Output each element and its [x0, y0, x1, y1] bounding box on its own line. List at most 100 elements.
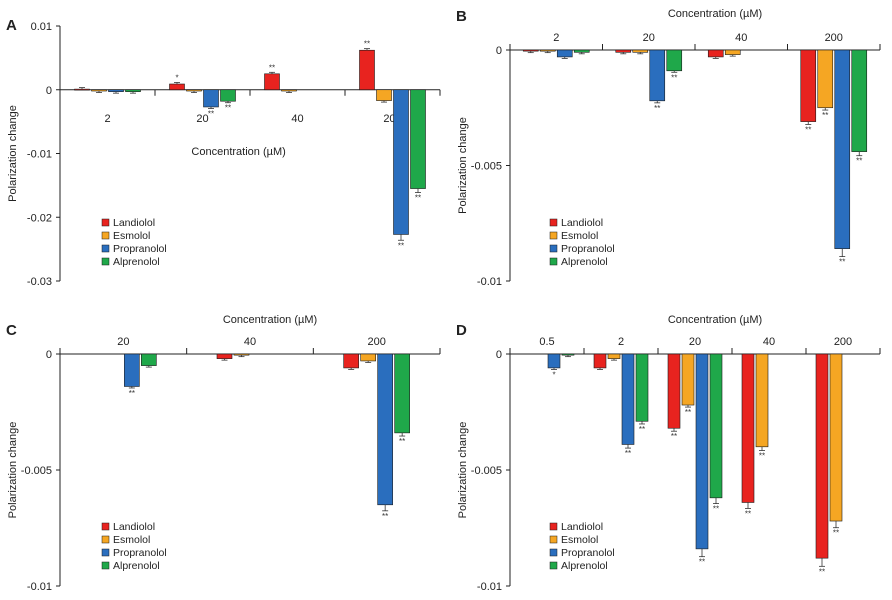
legend-label: Landiolol	[113, 521, 155, 533]
legend-swatch	[101, 535, 110, 544]
category-label: 40	[735, 32, 747, 44]
category-label: 20	[643, 32, 655, 44]
category-label: 40	[763, 336, 775, 348]
bar	[667, 353, 681, 429]
y-axis-label: Polarization change	[7, 105, 19, 202]
bar	[281, 89, 297, 92]
legend-label: Alprenolol	[561, 256, 608, 268]
legend-swatch	[101, 522, 110, 531]
bar	[649, 49, 666, 102]
legend-swatch	[101, 218, 110, 227]
panel-letter: B	[456, 8, 467, 25]
significance-label: **	[805, 125, 811, 134]
bar	[635, 353, 649, 422]
significance-label: **	[129, 389, 135, 398]
category-label: 0.5	[539, 336, 554, 348]
legend-label: Landiolol	[561, 521, 603, 533]
bar	[800, 49, 817, 122]
bar	[709, 353, 723, 499]
bar	[410, 89, 426, 189]
bar	[377, 353, 393, 506]
legend-label: Alprenolol	[561, 560, 608, 572]
significance-label: **	[671, 73, 677, 82]
significance-label: **	[225, 104, 231, 113]
legend-label: Alprenolol	[113, 256, 160, 268]
significance-label: **	[625, 449, 631, 458]
bar	[376, 89, 392, 101]
bar	[522, 49, 539, 52]
legend-label: Landiolol	[113, 217, 155, 229]
category-label: 2	[104, 113, 110, 125]
significance-label: **	[819, 567, 825, 576]
significance-label: **	[822, 111, 828, 120]
panel-letter: C	[6, 322, 17, 339]
bar	[169, 83, 185, 91]
chart-panel-a: A 0.01 0 -0.01 -0.02 -0.03 Polarization change…	[6, 17, 441, 288]
y-tick-label: -0.02	[27, 212, 52, 224]
bar	[834, 49, 851, 249]
significance-label: **	[839, 258, 845, 267]
bar	[108, 89, 124, 92]
bar	[124, 353, 140, 387]
bar	[561, 353, 575, 356]
bar	[681, 353, 695, 406]
bar	[607, 353, 621, 359]
x-axis-label: Concentration (µM)	[191, 146, 285, 158]
x-axis-label: Concentration (µM)	[223, 314, 317, 326]
legend-swatch	[101, 561, 110, 570]
bar	[851, 49, 868, 152]
y-tick-label: -0.03	[27, 276, 52, 288]
significance-label: **	[399, 437, 405, 446]
legend-swatch	[101, 257, 110, 266]
significance-label: **	[208, 109, 214, 118]
bar	[547, 353, 561, 369]
category-label: 200	[834, 336, 852, 348]
legend-swatch	[549, 522, 558, 531]
bar	[125, 89, 141, 92]
bar	[393, 89, 409, 235]
category-label: 20	[196, 113, 208, 125]
significance-label: **	[713, 505, 719, 514]
category-label: 40	[291, 113, 303, 125]
bar	[829, 353, 843, 522]
x-axis-label: Concentration (µM)	[668, 8, 762, 20]
bar	[573, 49, 590, 53]
significance-label: **	[856, 157, 862, 166]
chart-panel-b: B 0 -0.005 -0.01 Polarization change 2 20 40 200…	[456, 8, 881, 288]
bar	[707, 49, 724, 58]
chart-panel-d: D 0 -0.005 -0.01 Polarization change 0.5 2 20 40…	[456, 314, 881, 593]
panel-letter: D	[456, 322, 467, 339]
bar	[74, 88, 90, 91]
legend-swatch	[549, 535, 558, 544]
legend-swatch	[549, 231, 558, 240]
y-axis-label: Polarization change	[457, 117, 469, 214]
legend-label: Esmolol	[113, 534, 150, 546]
category-label: 40	[244, 336, 256, 348]
significance-label: *	[175, 74, 178, 83]
panel-letter: A	[6, 17, 17, 34]
legend-swatch	[549, 218, 558, 227]
y-tick-label: -0.005	[471, 465, 502, 477]
legend-swatch	[101, 244, 110, 253]
significance-label: **	[364, 40, 370, 49]
significance-label: **	[415, 194, 421, 203]
legend-swatch	[549, 244, 558, 253]
bar	[741, 353, 755, 503]
y-tick-label: 0.01	[31, 21, 52, 33]
y-tick-label: 0	[496, 45, 502, 57]
bar	[632, 49, 649, 53]
bar	[141, 353, 157, 366]
bar	[394, 353, 410, 434]
bar	[203, 89, 219, 108]
bar	[815, 353, 829, 559]
bar	[593, 353, 607, 369]
significance-label: **	[745, 509, 751, 518]
significance-label: **	[685, 408, 691, 417]
legend-swatch	[549, 548, 558, 557]
significance-label: **	[654, 104, 660, 113]
category-label: 2	[618, 336, 624, 348]
bar	[539, 49, 556, 52]
bar	[360, 353, 376, 362]
legend-label: Propranolol	[561, 547, 615, 559]
